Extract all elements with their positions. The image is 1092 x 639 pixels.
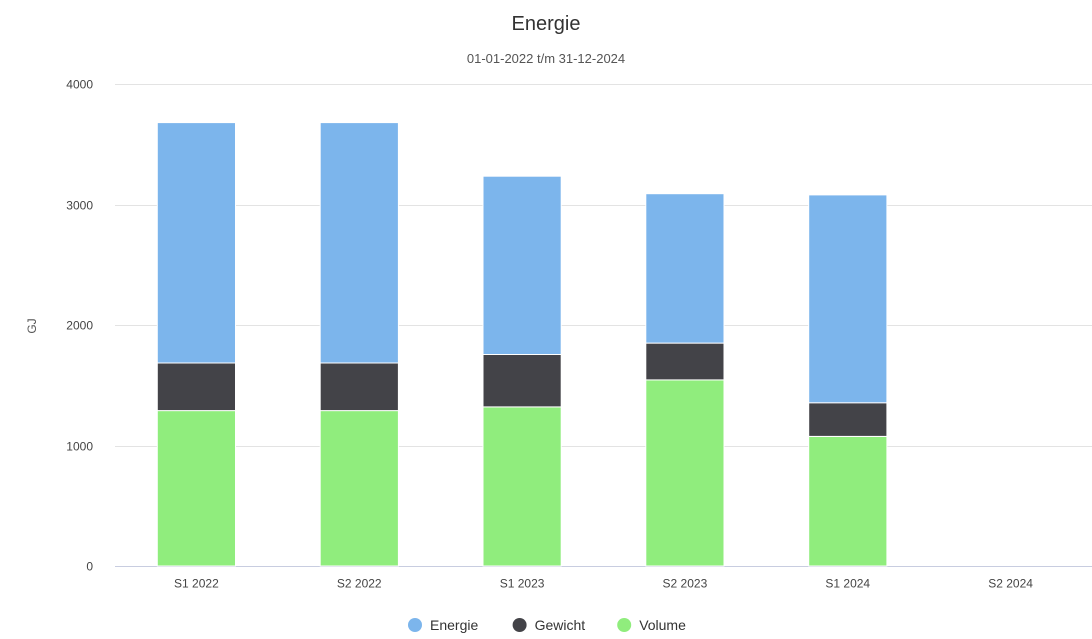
bar-segment-energie[interactable] xyxy=(808,194,888,404)
x-tick-label: S2 2023 xyxy=(663,577,708,591)
bar-segment-energie[interactable] xyxy=(319,122,399,364)
legend-label: Gewicht xyxy=(535,617,586,633)
legend-label: Energie xyxy=(430,617,478,633)
legend: Energie Gewicht Volume xyxy=(408,617,686,633)
bar-segment-volume[interactable] xyxy=(319,410,399,567)
y-tick-label: 3000 xyxy=(66,199,93,213)
x-tick-label: S2 2022 xyxy=(337,577,382,591)
x-tick-label: S1 2022 xyxy=(174,577,219,591)
chart-subtitle: 01-01-2022 t/m 31-12-2024 xyxy=(467,51,625,66)
bar-segment-gewicht[interactable] xyxy=(645,342,725,381)
bar-segment-energie[interactable] xyxy=(156,122,236,364)
bar-segment-gewicht[interactable] xyxy=(319,362,399,412)
bar-segment-gewicht[interactable] xyxy=(482,354,562,408)
axis-ticks: 0 1000 2000 3000 4000 S1 2022 S2 2022 S1 2023 S2… xyxy=(66,78,1033,591)
x-tick-label: S1 2024 xyxy=(825,577,870,591)
bar-segment-volume[interactable] xyxy=(482,406,562,567)
bar-segment-volume[interactable] xyxy=(645,379,725,567)
legend-marker xyxy=(617,618,632,632)
y-tick-label: 2000 xyxy=(66,319,93,333)
legend-marker xyxy=(408,618,422,632)
chart-title: Energie xyxy=(512,13,581,35)
legend-item-energie[interactable]: Energie xyxy=(408,617,478,633)
legend-item-volume[interactable]: Volume xyxy=(617,617,686,633)
legend-label: Volume xyxy=(639,617,686,633)
bar-segment-volume[interactable] xyxy=(808,436,888,567)
legend-marker xyxy=(512,618,527,632)
bar-segment-gewicht[interactable] xyxy=(808,402,888,437)
bar-segment-gewicht[interactable] xyxy=(156,362,236,412)
bar-segment-energie[interactable] xyxy=(645,193,725,344)
y-tick-label: 0 xyxy=(86,560,93,574)
x-tick-label: S1 2023 xyxy=(500,577,545,591)
x-tick-label: S2 2024 xyxy=(988,577,1033,591)
grid-lines xyxy=(115,84,1092,567)
y-tick-label: 4000 xyxy=(66,78,93,92)
legend-item-gewicht[interactable]: Gewicht xyxy=(512,617,586,633)
bar-segment-energie[interactable] xyxy=(482,175,562,355)
bars xyxy=(156,122,888,567)
y-axis-title: GJ xyxy=(25,318,39,333)
bar-segment-volume[interactable] xyxy=(156,410,236,567)
y-tick-label: 1000 xyxy=(66,440,93,454)
